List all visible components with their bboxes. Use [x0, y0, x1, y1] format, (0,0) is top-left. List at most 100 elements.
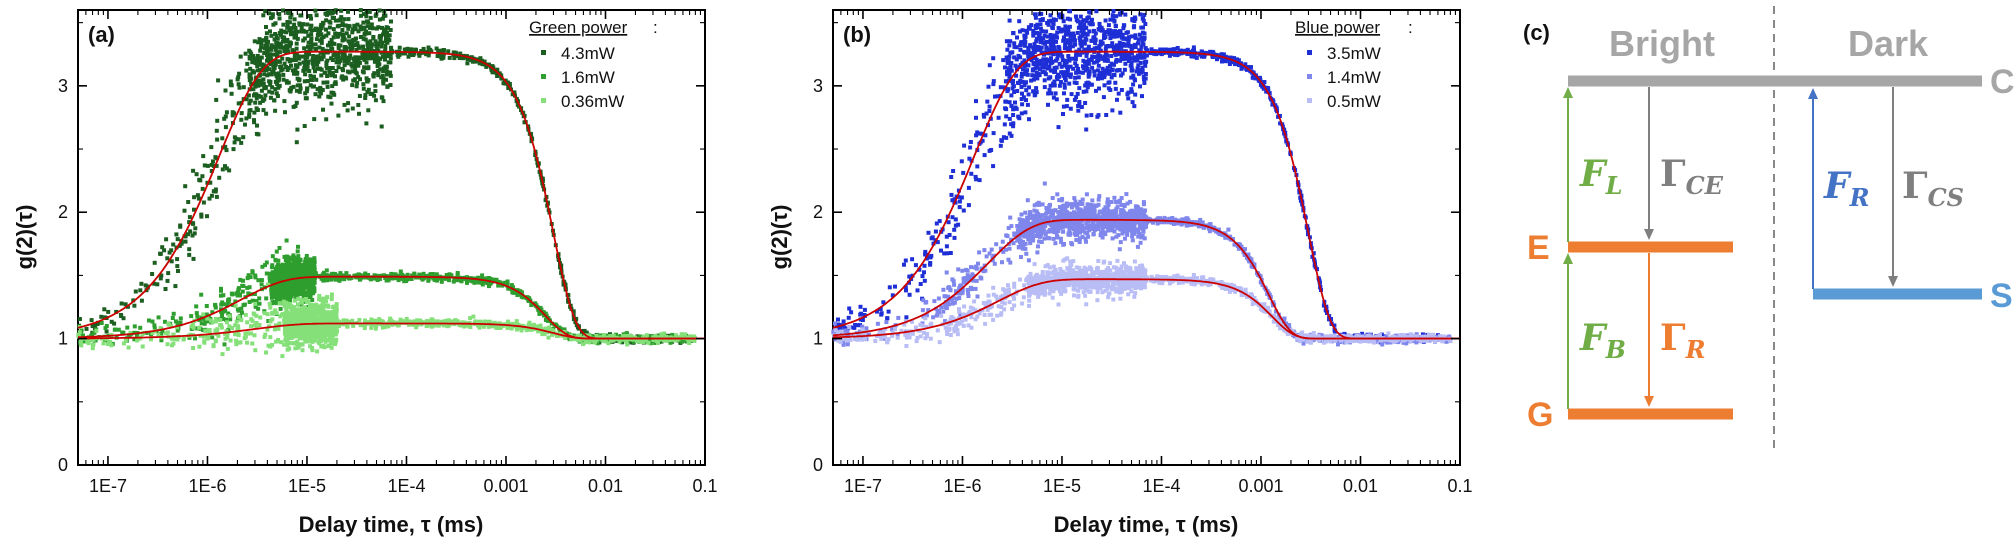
scatter-point-1 — [571, 309, 576, 314]
x-tick-label: 0.001 — [483, 476, 528, 496]
scatter-point-1 — [236, 101, 241, 106]
scatter-point-3 — [280, 354, 285, 359]
scatter-point-1 — [274, 73, 279, 78]
scatter-point-3 — [299, 342, 304, 347]
scatter-point-1 — [301, 22, 305, 27]
scatter-point-3 — [288, 311, 293, 316]
scatter-point-1 — [261, 81, 266, 86]
scatter-point-2 — [237, 286, 241, 291]
scatter-point-3 — [602, 333, 606, 338]
scatter-point-2 — [322, 270, 326, 275]
panel-a-label: (a) — [88, 22, 115, 47]
scatter-point-1 — [294, 46, 299, 51]
scatter-point-1 — [350, 83, 355, 88]
scatter-point-3 — [211, 343, 216, 348]
scatter-point-2 — [160, 328, 165, 333]
scatter-point-1 — [152, 260, 157, 265]
scatter-point-2 — [389, 271, 394, 276]
scatter-point-1 — [283, 110, 287, 115]
scatter-point-3 — [303, 316, 308, 321]
scatter-point-1 — [363, 96, 368, 100]
scatter-point-3 — [306, 299, 311, 304]
scatter-point-1 — [337, 18, 341, 23]
scatter-point-1 — [256, 40, 261, 45]
scatter-point-3 — [314, 320, 318, 325]
scatter-point-2 — [410, 273, 415, 278]
scatter-point-2 — [241, 284, 246, 288]
scatter-point-2 — [439, 279, 444, 284]
scatter-point-1 — [348, 47, 353, 52]
scatter-point-1 — [362, 32, 367, 37]
scatter-point-1 — [268, 29, 272, 34]
scatter-point-2 — [132, 337, 137, 342]
scatter-point-2 — [270, 276, 275, 281]
scatter-point-3 — [310, 348, 315, 353]
scatter-point-3 — [330, 332, 335, 337]
scatter-point-1 — [333, 18, 338, 23]
scatter-point-1 — [211, 189, 216, 194]
scatter-point-3 — [396, 323, 401, 328]
scatter-point-1 — [258, 48, 263, 53]
scatter-point-3 — [425, 323, 430, 328]
scatter-point-3 — [297, 311, 302, 315]
scatter-point-3 — [603, 338, 608, 343]
scatter-point-2 — [618, 334, 623, 338]
scatter-point-1 — [348, 40, 353, 45]
scatter-point-3 — [644, 338, 649, 343]
scatter-point-3 — [555, 333, 559, 338]
scatter-point-2 — [295, 249, 300, 254]
scatter-point-2 — [219, 302, 224, 307]
scatter-point-1 — [847, 306, 852, 311]
scatter-point-3 — [415, 318, 420, 323]
scatter-point-3 — [302, 336, 307, 341]
scatter-point-1 — [330, 66, 335, 70]
scatter-point-1 — [384, 77, 388, 82]
scatter-point-1 — [272, 98, 277, 103]
scatter-point-1 — [264, 50, 269, 54]
scatter-point-1 — [362, 26, 367, 31]
scatter-point-3 — [329, 292, 334, 297]
scatter-point-1 — [305, 86, 310, 91]
scatter-point-2 — [222, 342, 227, 347]
scatter-point-1 — [388, 56, 393, 61]
scatter-point-3 — [377, 317, 382, 322]
scatter-point-3 — [430, 319, 435, 324]
scatter-point-1 — [294, 41, 299, 46]
scatter-point-3 — [270, 317, 275, 322]
scatter-point-1 — [277, 16, 282, 21]
scatter-point-1 — [268, 95, 273, 100]
scatter-point-3 — [536, 329, 541, 334]
scatter-point-3 — [206, 334, 210, 339]
scatter-point-1 — [1230, 60, 1234, 65]
scatter-point-1 — [245, 61, 250, 66]
scatter-point-1 — [286, 66, 291, 70]
scatter-point-3 — [273, 323, 278, 328]
scatter-point-1 — [139, 298, 144, 303]
scatter-point-1 — [248, 66, 253, 71]
scatter-point-2 — [273, 289, 278, 294]
scatter-point-2 — [311, 280, 316, 285]
scatter-point-2 — [132, 324, 137, 329]
scatter-point-3 — [90, 346, 95, 351]
scatter-point-1 — [283, 48, 288, 52]
scatter-point-1 — [257, 37, 262, 42]
scatter-point-2 — [221, 309, 226, 314]
scatter-point-3 — [308, 316, 313, 321]
scatter-point-2 — [557, 325, 562, 330]
scatter-point-2 — [275, 274, 280, 279]
scatter-point-3 — [558, 331, 563, 336]
scatter-point-1 — [447, 55, 452, 60]
scatter-point-1 — [293, 58, 298, 62]
scatter-point-1 — [309, 36, 314, 41]
scatter-point-1 — [133, 289, 138, 294]
scatter-point-1 — [271, 69, 276, 74]
scatter-point-1 — [285, 47, 290, 52]
scatter-point-3 — [285, 338, 290, 343]
scatter-point-2 — [278, 287, 283, 292]
legend-label-3: 0.36mW — [561, 92, 624, 111]
scatter-point-2 — [308, 281, 313, 286]
scatter-point-2 — [280, 275, 285, 280]
scatter-point-1 — [246, 93, 251, 98]
scatter-point-1 — [209, 162, 214, 167]
scatter-point-3 — [206, 328, 211, 333]
